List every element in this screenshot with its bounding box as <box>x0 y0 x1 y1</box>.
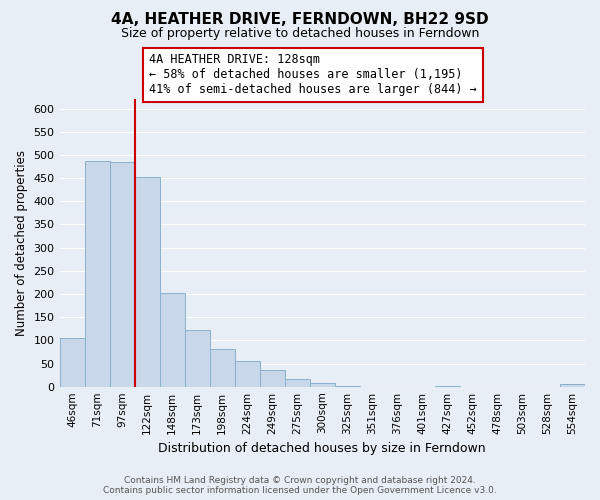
Bar <box>110 162 134 386</box>
Bar <box>285 379 310 386</box>
Bar <box>134 177 160 386</box>
Text: Size of property relative to detached houses in Ferndown: Size of property relative to detached ho… <box>121 28 479 40</box>
Bar <box>160 293 185 386</box>
Bar <box>209 348 235 387</box>
Bar <box>260 370 285 386</box>
Bar <box>560 384 585 386</box>
Bar <box>185 330 209 386</box>
Bar <box>59 338 85 386</box>
Bar <box>310 383 335 386</box>
Text: 4A HEATHER DRIVE: 128sqm
← 58% of detached houses are smaller (1,195)
41% of sem: 4A HEATHER DRIVE: 128sqm ← 58% of detach… <box>149 54 476 96</box>
Text: Contains HM Land Registry data © Crown copyright and database right 2024.
Contai: Contains HM Land Registry data © Crown c… <box>103 476 497 495</box>
Bar <box>85 161 110 386</box>
Bar <box>235 360 260 386</box>
X-axis label: Distribution of detached houses by size in Ferndown: Distribution of detached houses by size … <box>158 442 486 455</box>
Text: 4A, HEATHER DRIVE, FERNDOWN, BH22 9SD: 4A, HEATHER DRIVE, FERNDOWN, BH22 9SD <box>111 12 489 28</box>
Y-axis label: Number of detached properties: Number of detached properties <box>15 150 28 336</box>
